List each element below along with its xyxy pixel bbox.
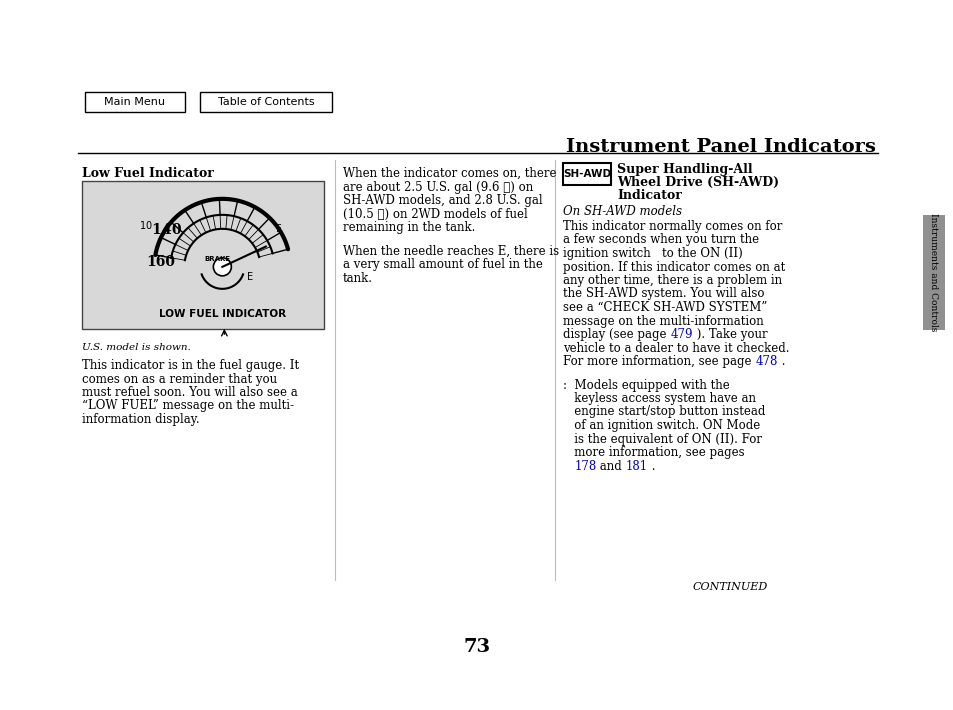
Text: ignition switch   to the ON (II): ignition switch to the ON (II) <box>562 247 742 260</box>
Text: comes on as a reminder that you: comes on as a reminder that you <box>82 373 276 386</box>
Text: BRAKE: BRAKE <box>204 256 231 262</box>
Text: keyless access system have an: keyless access system have an <box>562 392 755 405</box>
Text: display (see page: display (see page <box>562 328 670 341</box>
Text: must refuel soon. You will also see a: must refuel soon. You will also see a <box>82 386 297 399</box>
Bar <box>85 92 185 112</box>
Text: 160: 160 <box>146 255 174 269</box>
Text: On SH-AWD models: On SH-AWD models <box>562 205 681 218</box>
Text: information display.: information display. <box>82 413 199 426</box>
Text: For more information, see page: For more information, see page <box>562 355 755 368</box>
Text: 181: 181 <box>625 459 647 472</box>
Text: Main Menu: Main Menu <box>105 97 165 107</box>
Bar <box>562 163 610 185</box>
Text: $^{10}$140: $^{10}$140 <box>138 219 182 238</box>
Circle shape <box>213 258 232 276</box>
Text: :  Models equipped with the: : Models equipped with the <box>562 378 729 391</box>
Text: engine start/stop button instead: engine start/stop button instead <box>562 405 764 418</box>
Text: F: F <box>276 224 282 234</box>
Text: (10.5 ℓ) on 2WD models of fuel: (10.5 ℓ) on 2WD models of fuel <box>343 207 527 221</box>
Text: U.S. model is shown.: U.S. model is shown. <box>82 343 191 352</box>
Text: see a “CHECK SH-AWD SYSTEM”: see a “CHECK SH-AWD SYSTEM” <box>562 301 766 314</box>
Text: 178: 178 <box>574 459 596 472</box>
Text: SH-AWD models, and 2.8 U.S. gal: SH-AWD models, and 2.8 U.S. gal <box>343 194 542 207</box>
Text: Table of Contents: Table of Contents <box>217 97 314 107</box>
Text: and: and <box>596 459 625 472</box>
Text: tank.: tank. <box>343 271 373 285</box>
Text: SH-AWD: SH-AWD <box>562 169 611 179</box>
Text: Wheel Drive (SH-AWD): Wheel Drive (SH-AWD) <box>617 176 779 189</box>
Bar <box>923 215 944 330</box>
Text: any other time, there is a problem in: any other time, there is a problem in <box>562 274 781 287</box>
Text: CONTINUED: CONTINUED <box>692 582 767 592</box>
Text: Indicator: Indicator <box>617 189 681 202</box>
Text: of an ignition switch. ON Mode: of an ignition switch. ON Mode <box>562 419 760 432</box>
Text: .: . <box>647 459 655 472</box>
Text: “LOW FUEL” message on the multi-: “LOW FUEL” message on the multi- <box>82 400 294 413</box>
Text: This indicator is in the fuel gauge. It: This indicator is in the fuel gauge. It <box>82 359 299 372</box>
Text: 479: 479 <box>670 328 692 341</box>
Text: is the equivalent of ON (II). For: is the equivalent of ON (II). For <box>562 432 761 445</box>
Text: When the needle reaches E, there is: When the needle reaches E, there is <box>343 244 558 258</box>
Text: .: . <box>777 355 784 368</box>
Text: position. If this indicator comes on at: position. If this indicator comes on at <box>562 261 784 273</box>
Bar <box>82 181 324 329</box>
Text: 478: 478 <box>755 355 777 368</box>
Bar <box>200 92 332 112</box>
Text: 73: 73 <box>463 638 490 656</box>
Text: message on the multi-information: message on the multi-information <box>562 315 763 327</box>
Text: a very small amount of fuel in the: a very small amount of fuel in the <box>343 258 542 271</box>
Text: remaining in the tank.: remaining in the tank. <box>343 221 475 234</box>
Text: When the indicator comes on, there: When the indicator comes on, there <box>343 167 556 180</box>
Text: a few seconds when you turn the: a few seconds when you turn the <box>562 234 759 246</box>
Text: This indicator normally comes on for: This indicator normally comes on for <box>562 220 781 233</box>
Text: are about 2.5 U.S. gal (9.6 ℓ) on: are about 2.5 U.S. gal (9.6 ℓ) on <box>343 180 533 194</box>
Text: more information, see pages: more information, see pages <box>562 446 744 459</box>
Text: E: E <box>247 272 253 282</box>
Text: the SH-AWD system. You will also: the SH-AWD system. You will also <box>562 288 763 300</box>
Text: vehicle to a dealer to have it checked.: vehicle to a dealer to have it checked. <box>562 342 789 354</box>
Text: Low Fuel Indicator: Low Fuel Indicator <box>82 167 213 180</box>
Text: Super Handling-All: Super Handling-All <box>617 163 752 176</box>
Text: ). Take your: ). Take your <box>692 328 766 341</box>
Text: LOW FUEL INDICATOR: LOW FUEL INDICATOR <box>158 309 286 319</box>
Text: Instruments and Controls: Instruments and Controls <box>928 213 938 332</box>
Text: Instrument Panel Indicators: Instrument Panel Indicators <box>565 138 875 156</box>
